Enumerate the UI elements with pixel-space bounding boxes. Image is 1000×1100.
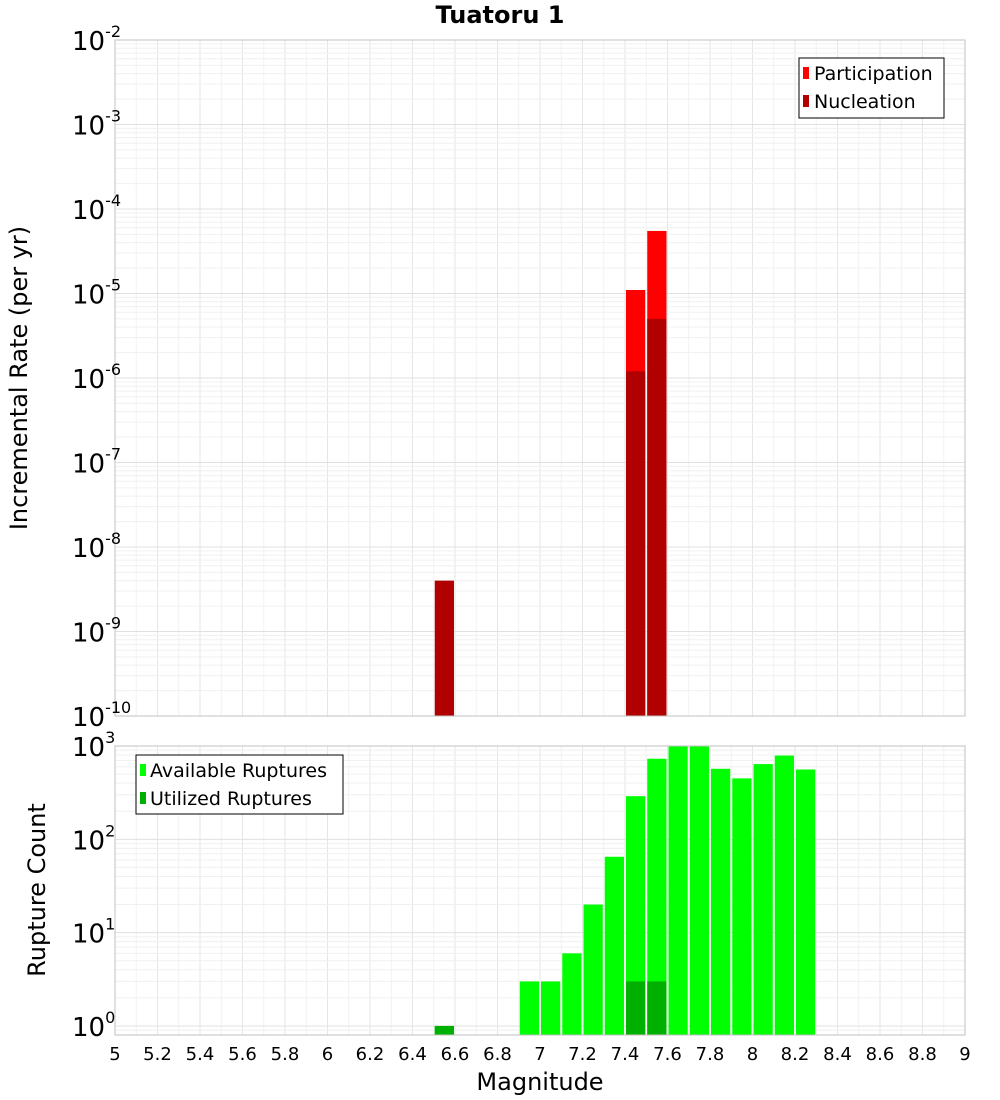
y-tick-label: 100 xyxy=(72,1008,115,1043)
legend-swatch-nucleation xyxy=(803,95,809,107)
bar-available-ruptures xyxy=(626,796,646,1035)
x-tick-label: 7.6 xyxy=(653,1044,682,1065)
x-tick-label: 6.6 xyxy=(441,1044,470,1065)
bar-available-ruptures xyxy=(519,981,539,1035)
y-tick-label: 10-6 xyxy=(72,360,121,395)
bottom-plot-frame xyxy=(114,745,966,1036)
bar-available-ruptures xyxy=(753,764,773,1035)
x-tick-label: 8 xyxy=(747,1044,758,1065)
x-tick-label: 7 xyxy=(534,1044,545,1065)
legend-swatch-available xyxy=(140,764,146,776)
legend-swatch-utilized xyxy=(140,792,146,804)
x-tick-label: 6.2 xyxy=(356,1044,385,1065)
bar-available-ruptures xyxy=(689,746,709,1035)
bar-nucleation xyxy=(434,580,454,716)
legend-label-available: Available Ruptures xyxy=(150,760,327,782)
bar-available-ruptures xyxy=(732,778,752,1035)
bar-utilized-ruptures xyxy=(647,981,667,1035)
legend-label-participation: Participation xyxy=(814,63,933,85)
top-legend: Participation Nucleation xyxy=(798,57,945,119)
chart-title: Tuatoru 1 xyxy=(436,1,565,29)
bar-available-ruptures xyxy=(647,758,667,1035)
x-axis-label: Magnitude xyxy=(476,1068,603,1096)
x-tick-label: 5.8 xyxy=(271,1044,300,1065)
top-plot-frame xyxy=(114,39,966,717)
y-tick-label: 10-7 xyxy=(72,445,121,480)
y-tick-label: 10-4 xyxy=(72,191,121,226)
bottom-bars xyxy=(434,746,816,1035)
x-tick-label: 7.2 xyxy=(568,1044,597,1065)
legend-swatch-participation xyxy=(803,67,809,79)
bottom-y-axis-label: Rupture Count xyxy=(23,803,51,977)
x-tick-label: 5 xyxy=(109,1044,120,1065)
y-tick-label: 102 xyxy=(72,821,115,856)
top-y-tick-labels: 10-2 10-3 10-4 10-5 10-6 10-7 10-8 10-9 10-10 xyxy=(72,22,131,733)
top-y-axis-label: Incremental Rate (per yr) xyxy=(5,226,33,530)
top-bars xyxy=(434,230,667,717)
x-tick-label: 8.6 xyxy=(866,1044,895,1065)
y-tick-label: 101 xyxy=(72,915,115,950)
x-tick-label: 6 xyxy=(322,1044,333,1065)
x-tick-label: 8.8 xyxy=(908,1044,937,1065)
bar-available-ruptures xyxy=(604,856,624,1035)
legend-label-utilized: Utilized Ruptures xyxy=(150,788,312,810)
y-tick-label: 10-8 xyxy=(72,529,121,564)
bar-nucleation xyxy=(647,318,667,716)
bar-utilized-ruptures xyxy=(626,981,646,1035)
bar-available-ruptures xyxy=(711,768,731,1035)
top-gridlines xyxy=(114,39,966,717)
bar-available-ruptures xyxy=(562,953,582,1035)
bar-available-ruptures xyxy=(541,981,561,1035)
y-tick-label: 103 xyxy=(72,728,115,763)
x-tick-label: 9 xyxy=(959,1044,970,1065)
bar-available-ruptures xyxy=(774,755,794,1035)
y-tick-label: 10-9 xyxy=(72,614,121,649)
x-tick-label: 5.6 xyxy=(228,1044,257,1065)
x-tick-label: 5.4 xyxy=(186,1044,215,1065)
y-tick-label: 10-10 xyxy=(72,698,131,733)
legend-label-nucleation: Nucleation xyxy=(814,91,916,113)
bar-utilized-ruptures xyxy=(434,1025,454,1035)
x-tick-label: 8.4 xyxy=(823,1044,852,1065)
bottom-legend: Available Ruptures Utilized Ruptures xyxy=(135,754,344,815)
bottom-gridlines xyxy=(114,745,966,1036)
bar-available-ruptures xyxy=(796,769,816,1035)
y-tick-label: 10-3 xyxy=(72,107,121,142)
x-tick-label: 6.4 xyxy=(398,1044,427,1065)
x-tick-label: 5.2 xyxy=(143,1044,172,1065)
bar-available-ruptures xyxy=(583,904,603,1035)
bottom-y-tick-labels: 103 102 101 100 xyxy=(72,728,115,1043)
x-tick-labels: 5 5.2 5.4 5.6 5.8 6 6.2 6.4 6.6 6.8 7 7.2 7.4 7.6 7.8 8… xyxy=(109,1044,970,1065)
bar-nucleation xyxy=(626,371,646,716)
x-tick-label: 8.2 xyxy=(781,1044,810,1065)
x-tick-label: 7.8 xyxy=(696,1044,725,1065)
x-tick-label: 7.4 xyxy=(611,1044,640,1065)
y-tick-label: 10-5 xyxy=(72,276,121,311)
y-tick-label: 10-2 xyxy=(72,22,121,57)
x-tick-label: 6.8 xyxy=(483,1044,512,1065)
bar-available-ruptures xyxy=(668,746,688,1035)
